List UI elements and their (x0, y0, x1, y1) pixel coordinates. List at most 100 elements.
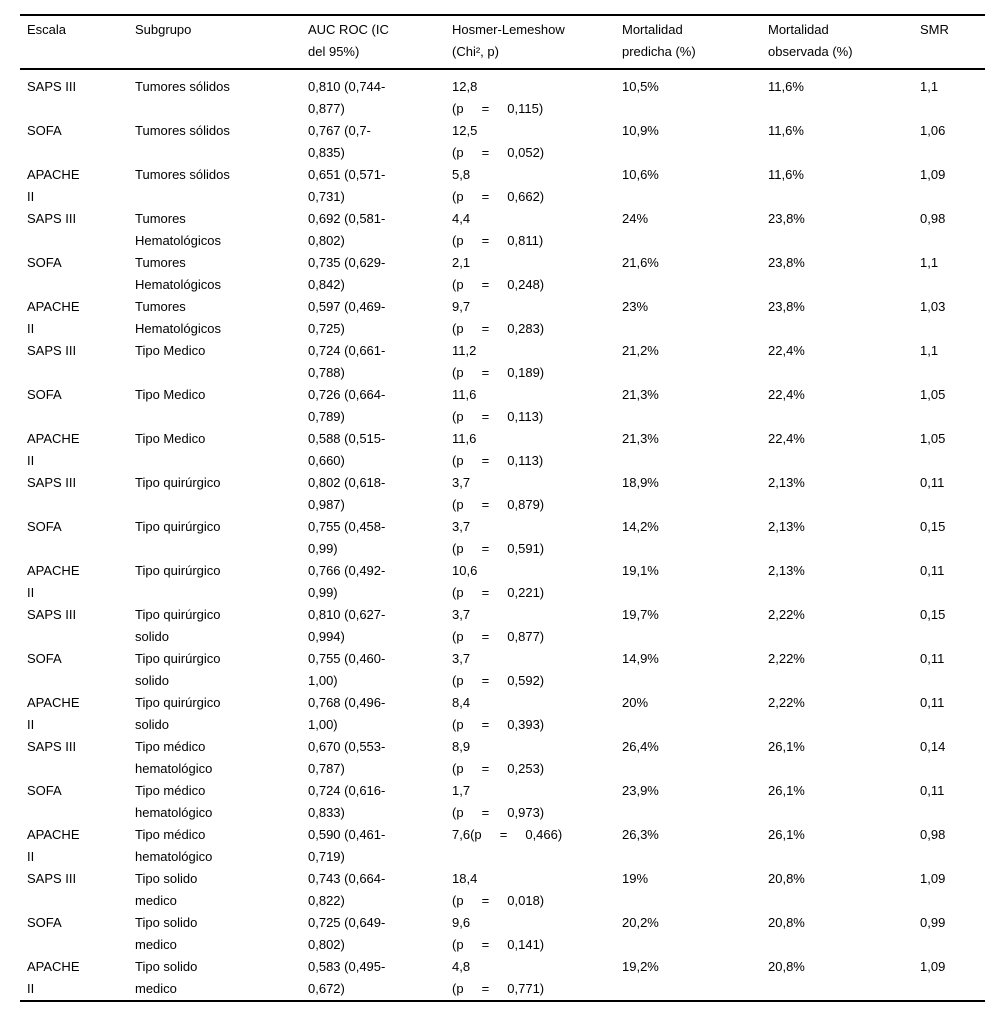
cell-mortalidad-predicha: 10,9% (622, 123, 659, 138)
cell-subgrupo: Tipo Medico (135, 431, 206, 446)
cell-mortalidad-predicha: 10,5% (622, 79, 659, 94)
cell-escala: APACHE II (27, 299, 80, 336)
cell-mortalidad-observada: 26,1% (768, 739, 805, 754)
cell-auc-roc: 0,725 (0,649- 0,802) (308, 915, 386, 952)
cell-smr: 0,11 (920, 783, 945, 798)
cell-escala: SAPS III (27, 343, 77, 358)
cell-smr: 1,09 (920, 167, 946, 182)
cell-hosmer-lemeshow: 8,4 (p = 0,393) (452, 695, 545, 732)
cell-mortalidad-predicha: 19,1% (622, 563, 659, 578)
cell-subgrupo: Tumores Hematológicos (135, 211, 221, 248)
cell-hosmer-lemeshow: 8,9 (p = 0,253) (452, 739, 545, 776)
cell-mortalidad-predicha: 21,2% (622, 343, 659, 358)
cell-escala: SOFA (27, 783, 62, 798)
cell-subgrupo: Tipo médico hematológico (135, 827, 213, 864)
cell-mortalidad-observada: 22,4% (768, 431, 805, 446)
cell-mortalidad-predicha: 19% (622, 871, 649, 886)
cell-hosmer-lemeshow: 3,7 (p = 0,879) (452, 475, 545, 512)
cell-auc-roc: 0,810 (0,627- 0,994) (308, 607, 386, 644)
cell-hosmer-lemeshow: 3,7 (p = 0,877) (452, 607, 545, 644)
cell-mortalidad-observada: 11,6% (768, 123, 804, 138)
cell-smr: 1,1 (920, 343, 939, 358)
cell-mortalidad-observada: 23,8% (768, 211, 805, 226)
table-row: APACHE II Tipo quirúrgico 0,766 (0,492- 0,… (20, 560, 985, 604)
table-row: SAPS III Tipo Medico 0,724 (0,661- 0,788) 1… (20, 340, 985, 384)
cell-subgrupo: Tumores sólidos (135, 123, 230, 138)
cell-hosmer-lemeshow: 11,2 (p = 0,189) (452, 343, 545, 380)
column-header-auc-roc: AUC ROC (IC del 95%) (308, 15, 452, 70)
column-header-escala: Escala (20, 15, 135, 70)
column-header-mortalidad-observada: Mortalidad observada (%) (768, 15, 920, 70)
table-row: APACHE II Tipo médico hematológico 0,590 (… (20, 824, 985, 868)
cell-smr: 0,99 (920, 915, 946, 930)
cell-escala: SOFA (27, 123, 62, 138)
cell-hosmer-lemeshow: 1,7 (p = 0,973) (452, 783, 545, 820)
cell-auc-roc: 0,767 (0,7- 0,835) (308, 123, 371, 160)
cell-auc-roc: 0,692 (0,581- 0,802) (308, 211, 386, 248)
cell-mortalidad-predicha: 24% (622, 211, 649, 226)
cell-auc-roc: 0,766 (0,492- 0,99) (308, 563, 386, 600)
cell-mortalidad-observada: 2,13% (768, 563, 805, 578)
table-row: SOFA Tipo quirúrgico 0,755 (0,458- 0,99) 3,… (20, 516, 985, 560)
cell-smr: 1,09 (920, 959, 946, 974)
column-header-smr: SMR (920, 15, 985, 70)
cell-subgrupo: Tumores Hematológicos (135, 255, 221, 292)
cell-auc-roc: 0,726 (0,664- 0,789) (308, 387, 386, 424)
cell-subgrupo: Tipo solido medico (135, 871, 198, 908)
cell-smr: 0,14 (920, 739, 946, 754)
cell-subgrupo: Tipo médico hematológico (135, 783, 213, 820)
cell-smr: 0,15 (920, 519, 946, 534)
cell-mortalidad-predicha: 19,7% (622, 607, 659, 622)
results-table: Escala Subgrupo AUC ROC (IC del 95%) Hosmer… (20, 14, 985, 1002)
cell-escala: APACHE II (27, 695, 80, 732)
cell-mortalidad-observada: 26,1% (768, 827, 805, 842)
cell-subgrupo: Tipo quirúrgico solido (135, 607, 221, 644)
table-body: SAPS III Tumores sólidos 0,810 (0,744- 0,8… (20, 69, 985, 1001)
cell-subgrupo: Tumores sólidos (135, 79, 230, 94)
table-row: APACHE II Tipo quirúrgico solido 0,768 (0,… (20, 692, 985, 736)
table-row: APACHE II Tipo Medico 0,588 (0,515- 0,660)… (20, 428, 985, 472)
cell-smr: 1,05 (920, 431, 946, 446)
cell-auc-roc: 0,583 (0,495- 0,672) (308, 959, 386, 996)
cell-auc-roc: 0,651 (0,571- 0,731) (308, 167, 386, 204)
results-table-container: Escala Subgrupo AUC ROC (IC del 95%) Hosmer… (20, 14, 985, 1002)
table-row: SAPS III Tipo quirúrgico solido 0,810 (0,6… (20, 604, 985, 648)
cell-subgrupo: Tipo quirúrgico (135, 475, 221, 490)
cell-auc-roc: 0,755 (0,458- 0,99) (308, 519, 386, 556)
table-row: APACHE II Tumores Hematológicos 0,597 (0,4… (20, 296, 985, 340)
cell-auc-roc: 0,670 (0,553- 0,787) (308, 739, 386, 776)
cell-escala: SOFA (27, 387, 62, 402)
cell-smr: 1,03 (920, 299, 946, 314)
table-row: SAPS III Tumores sólidos 0,810 (0,744- 0,8… (20, 69, 985, 120)
cell-mortalidad-observada: 11,6% (768, 79, 804, 94)
cell-hosmer-lemeshow: 9,6 (p = 0,141) (452, 915, 545, 952)
cell-auc-roc: 0,735 (0,629- 0,842) (308, 255, 386, 292)
cell-mortalidad-observada: 2,22% (768, 607, 805, 622)
cell-hosmer-lemeshow: 9,7 (p = 0,283) (452, 299, 545, 336)
cell-mortalidad-predicha: 18,9% (622, 475, 659, 490)
cell-subgrupo: Tipo quirúrgico (135, 563, 221, 578)
cell-escala: SAPS III (27, 607, 77, 622)
cell-escala: APACHE II (27, 431, 80, 468)
cell-subgrupo: Tipo Medico (135, 343, 206, 358)
cell-smr: 0,11 (920, 563, 945, 578)
cell-auc-roc: 0,768 (0,496- 1,00) (308, 695, 386, 732)
cell-auc-roc: 0,810 (0,744- 0,877) (308, 79, 386, 116)
table-row: SOFA Tipo médico hematológico 0,724 (0,616… (20, 780, 985, 824)
cell-smr: 1,06 (920, 123, 946, 138)
cell-mortalidad-observada: 11,6% (768, 167, 804, 182)
cell-mortalidad-predicha: 26,3% (622, 827, 659, 842)
table-row: SAPS III Tumores Hematológicos 0,692 (0,58… (20, 208, 985, 252)
table-row: SOFA Tumores sólidos 0,767 (0,7- 0,835) 12,… (20, 120, 985, 164)
cell-hosmer-lemeshow: 10,6 (p = 0,221) (452, 563, 545, 600)
cell-mortalidad-predicha: 23% (622, 299, 649, 314)
cell-mortalidad-observada: 20,8% (768, 959, 805, 974)
cell-mortalidad-predicha: 14,9% (622, 651, 659, 666)
cell-hosmer-lemeshow: 3,7 (p = 0,592) (452, 651, 545, 688)
cell-hosmer-lemeshow: 12,8 (p = 0,115) (452, 79, 544, 116)
cell-escala: SAPS III (27, 211, 77, 226)
cell-smr: 0,15 (920, 607, 946, 622)
cell-escala: SOFA (27, 519, 62, 534)
cell-mortalidad-observada: 22,4% (768, 387, 805, 402)
cell-subgrupo: Tipo Medico (135, 387, 206, 402)
